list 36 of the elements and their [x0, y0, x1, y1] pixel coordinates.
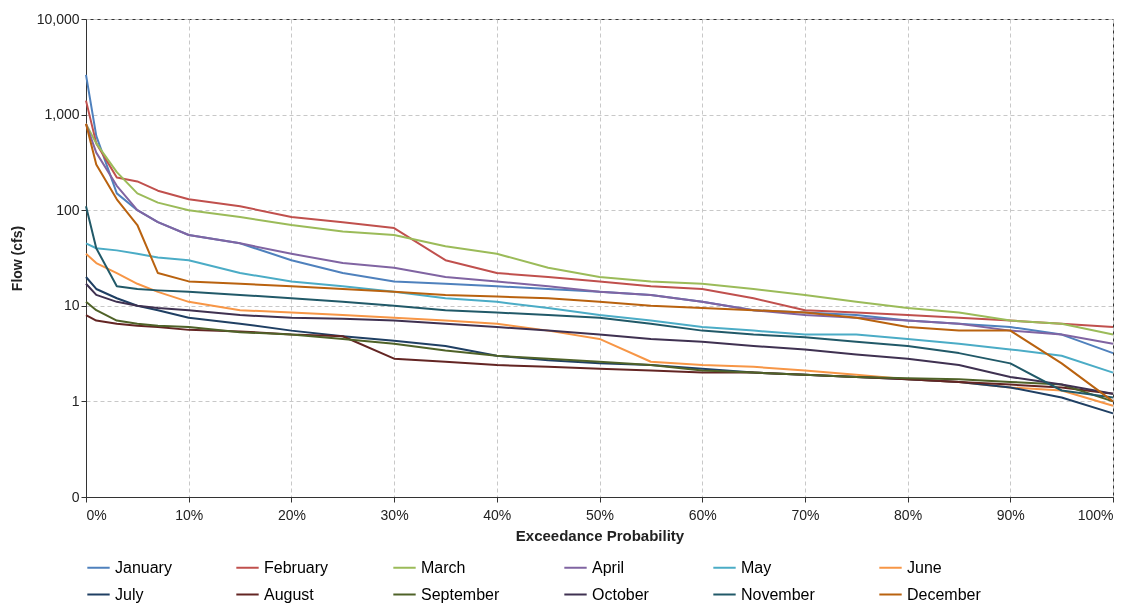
x-tick-label: 30%: [380, 506, 409, 523]
x-tick-label: 60%: [688, 506, 717, 523]
y-tick-label: 0: [71, 488, 80, 505]
legend-label: February: [264, 558, 329, 576]
legend-label: April: [592, 558, 625, 576]
x-tick-label: 40%: [483, 506, 512, 523]
line-series: [85, 242, 1114, 374]
line-series: [85, 282, 1114, 395]
line-series: [85, 122, 1114, 403]
x-tick-label: 90%: [996, 506, 1025, 523]
x-tick-label: 100%: [1077, 506, 1114, 523]
y-tick-label: 1: [71, 392, 80, 409]
y-tick-label: 10: [63, 297, 80, 314]
line-series: [85, 205, 1114, 399]
legend-label: August: [264, 585, 315, 603]
x-axis-title: Exceedance Probability: [515, 526, 685, 544]
x-tick-label: 80%: [894, 506, 923, 523]
line-series: [85, 300, 1114, 403]
legend-label: December: [907, 585, 982, 603]
legend-label: October: [592, 585, 650, 603]
legend-label: September: [421, 585, 500, 603]
y-tick-label: 100: [56, 201, 80, 218]
y-axis-title: Flow (cfs): [8, 225, 25, 292]
legend-label: March: [421, 558, 466, 576]
y-tick-label: 10,000: [36, 10, 80, 27]
legend-label: June: [907, 558, 942, 576]
x-tick-label: 50%: [585, 506, 615, 523]
x-tick-label: 20%: [277, 506, 306, 523]
x-tick-label: 10%: [175, 506, 204, 523]
y-tick-label: 1,000: [44, 106, 80, 123]
legend-label: May: [741, 558, 772, 576]
legend-label: January: [115, 558, 172, 576]
x-tick-label: 0%: [86, 506, 107, 523]
legend-label: November: [741, 585, 816, 603]
x-tick-label: 70%: [791, 506, 820, 523]
legend-label: July: [115, 585, 144, 603]
